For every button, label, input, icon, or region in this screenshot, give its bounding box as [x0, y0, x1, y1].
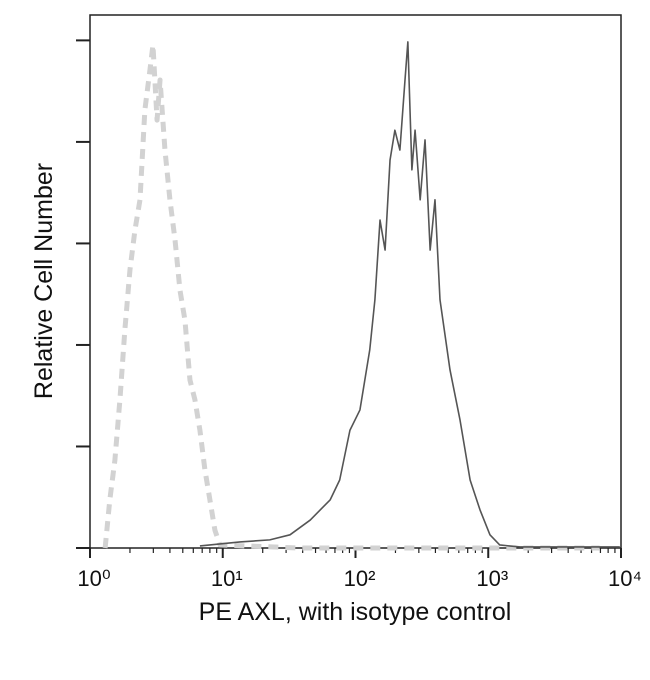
- x-axis-title: PE AXL, with isotype control: [199, 598, 512, 626]
- x-tick-label: 10²: [344, 566, 376, 591]
- histogram-line: [102, 42, 600, 551]
- x-tick-label: 10³: [476, 566, 508, 591]
- x-tick-label: 10⁰: [77, 566, 110, 591]
- y-axis-title: Relative Cell Number: [30, 163, 58, 399]
- x-tick-label: 10¹: [211, 566, 243, 591]
- histogram-line: [199, 41, 620, 548]
- x-tick-label: 10⁴: [608, 566, 642, 591]
- plot-frame: [89, 14, 622, 549]
